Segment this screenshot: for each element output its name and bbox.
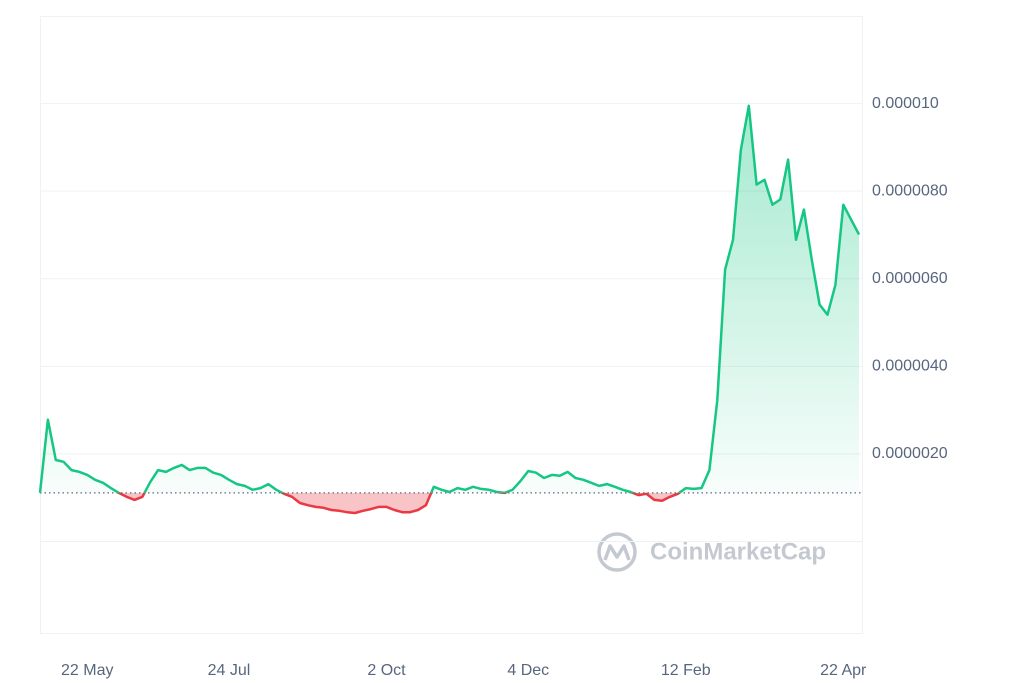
watermark-logo xyxy=(597,532,637,572)
y-tick-label: 0.000010 xyxy=(872,95,939,112)
x-tick-label: 12 Feb xyxy=(661,662,711,679)
x-tick-label: 22 May xyxy=(61,662,113,679)
x-tick-label: 4 Dec xyxy=(507,662,549,679)
plot-frame xyxy=(40,16,863,634)
y-tick-label: 0.0000020 xyxy=(872,445,948,462)
y-tick-label: 0.0000060 xyxy=(872,270,948,287)
price-line xyxy=(38,104,861,515)
x-tick-label: 22 Apr xyxy=(820,662,867,679)
price-area xyxy=(40,105,859,514)
x-tick-label: 2 Oct xyxy=(367,662,406,679)
y-tick-label: 0.0000080 xyxy=(872,182,948,199)
y-tick-label: 0.0000040 xyxy=(872,358,948,375)
watermark: CoinMarketCap xyxy=(650,538,826,565)
x-tick-label: 24 Jul xyxy=(208,662,251,679)
